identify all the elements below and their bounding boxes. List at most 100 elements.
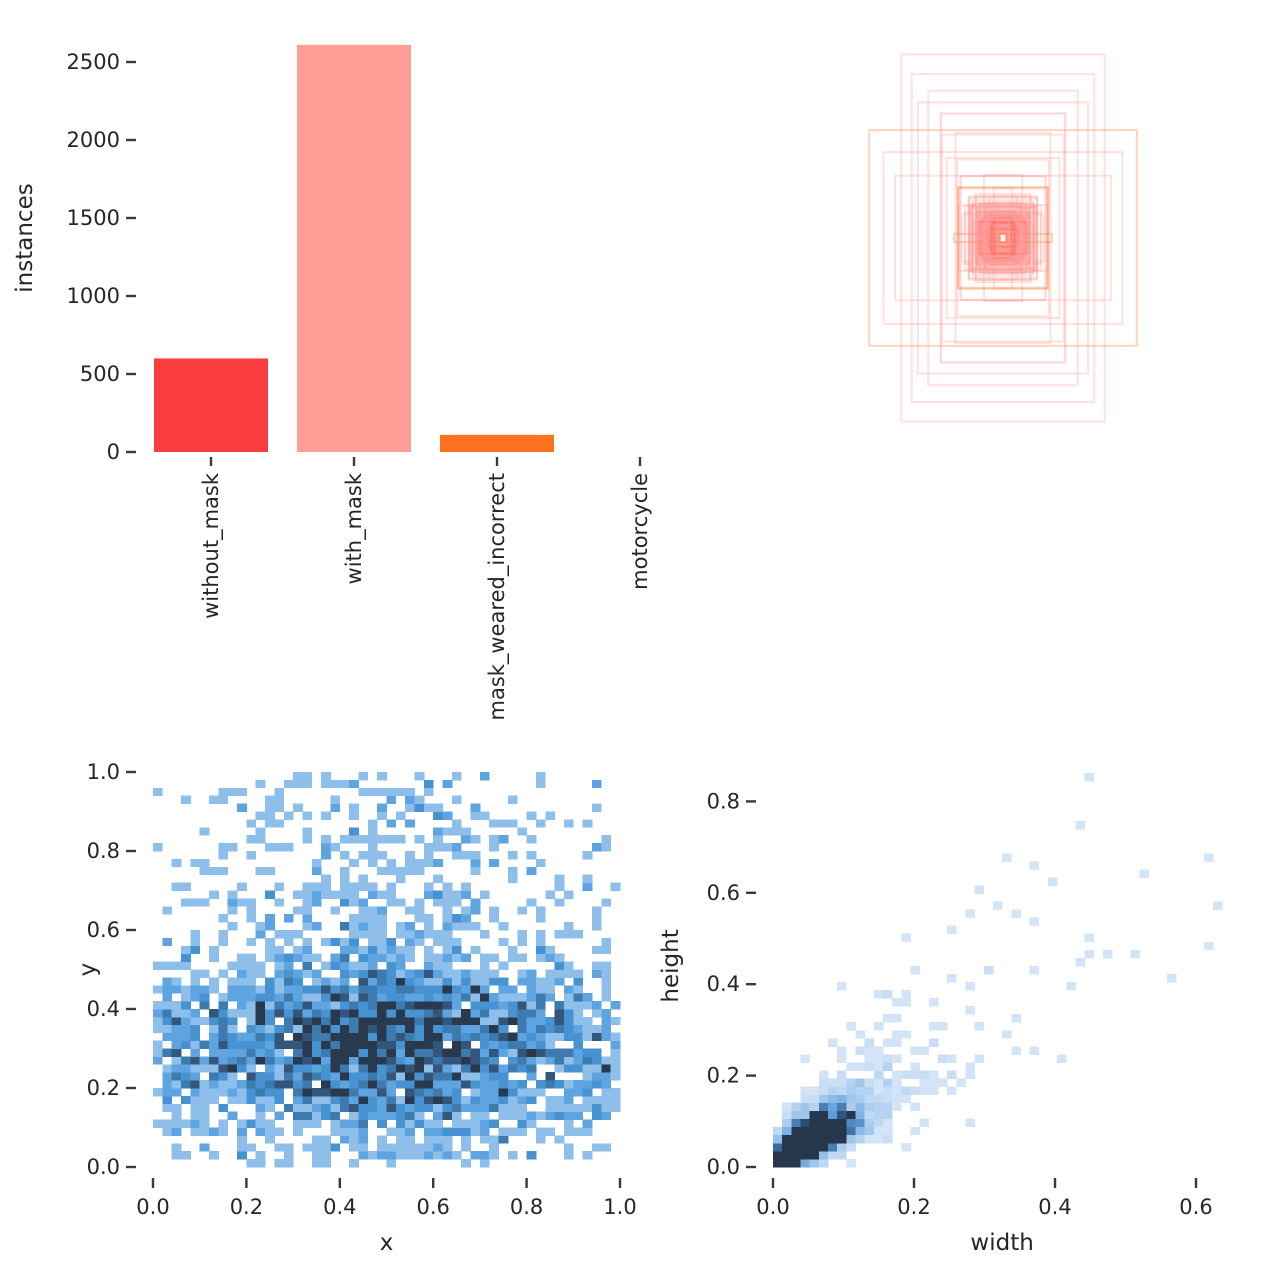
bounding-box [976,210,1030,266]
xy-heatmap-y-axis: 0.0 0.2 0.4 0.6 0.8 1.0 [87,760,136,1179]
bounding-box [994,232,1012,244]
bounding-box [994,222,1012,254]
xy-heatmap-x-axis-title: x [380,1230,394,1256]
bounding-box [967,204,1039,272]
y-tick-label: 0.8 [87,839,120,863]
bounding-box [997,229,1009,247]
bounding-box [910,73,1096,403]
bounding-box [975,222,1031,254]
y-tick-label: 0.0 [707,1155,740,1179]
y-tick-label: 500 [80,362,120,386]
bounding-box [971,199,1035,277]
bounding-box [982,173,1024,303]
bounding-box [974,214,1032,262]
y-tick-label: 0.8 [707,789,740,813]
y-tick-label: 1000 [67,284,120,308]
bounding-box [978,217,1028,259]
bounding-box [994,229,1012,247]
bounding-box [975,211,1031,265]
bounding-box [916,101,1090,375]
bounding-box [995,213,1011,263]
bounding-box [979,219,1027,257]
x-tick-label: 0.4 [1038,1195,1071,1219]
y-tick-label: 0.2 [87,1076,120,1100]
bounding-box [980,221,1026,255]
bounding-box [995,228,1011,248]
x-tick-label: 1.0 [603,1195,636,1219]
x-tick-label: 0.0 [136,1195,169,1219]
x-tick-label: 0.2 [897,1195,930,1219]
bounding-box [998,230,1008,246]
bounding-box [995,222,1011,254]
bounding-box [939,112,1067,364]
bounding-box [975,206,1031,270]
bounding-box [956,186,1050,290]
bounding-box [997,229,1009,247]
y-tick-label: 0.2 [707,1064,740,1088]
bounding-box [964,211,1042,265]
bounding-box [998,232,1008,244]
bounding-box [997,232,1009,244]
bounding-box [977,209,1029,267]
bounding-box [989,222,1017,254]
bounding-box [996,232,1010,244]
bounding-box [989,216,1017,260]
wh-heatmap-x-axis: 0.0 0.2 0.4 0.6 [756,1178,1213,1219]
xy-heatmap-y-axis-title: y [75,963,101,977]
bounding-box [973,221,1033,255]
bounding-box [988,227,1018,249]
bounding-box [987,228,1019,248]
wh-heatmap-panel: 0.0 0.2 0.4 0.6 width 0.0 0.2 0.4 0.6 0.8 height [658,772,1223,1256]
x-tick-label-without_mask: without_mask [199,472,224,619]
x-tick-label: 0.2 [230,1195,263,1219]
y-tick-label: 1.0 [87,760,120,784]
bounding-box [986,212,1020,264]
bounding-box [985,229,1021,247]
bounding-box [985,224,1021,252]
bounding-box [993,217,1013,259]
bounding-box [894,174,1112,302]
bounding-box [997,229,1009,247]
bounding-box [992,227,1014,249]
wh-heatmap-cells [773,772,1223,1168]
x-tick-label: 0.6 [416,1195,449,1219]
bounding-box [986,212,1020,264]
bounding-box [971,216,1035,260]
bounding-box [987,215,1019,261]
bounding-box [975,225,1031,251]
bounding-box [997,228,1009,248]
bounding-box [978,224,1028,252]
bounding-box [996,229,1010,247]
bounding-box [882,151,1124,325]
bounding-box [941,133,1065,343]
bounding-box [976,211,1030,265]
bounding-box [976,207,1030,269]
bar-chart-x-axis: without_mask with_mask mask_weared_incorre… [199,457,652,721]
bounding-box [974,192,1032,284]
bounding-box [990,225,1016,251]
bounding-box [981,222,1025,254]
bounding-box [978,220,1028,256]
bounding-box [993,226,1013,250]
bounding-box [996,227,1010,249]
bounding-box [998,222,1008,254]
bounding-box [991,219,1015,257]
bounding-box [998,229,1008,247]
bounding-box [998,229,1008,247]
bounding-box [997,226,1009,250]
x-tick-label-with_mask: with_mask [342,472,367,584]
wh-heatmap-x-axis-title: width [970,1230,1033,1256]
bounding-box [997,229,1009,247]
x-tick-label: 0.6 [1179,1195,1212,1219]
bounding-box [957,204,1049,272]
bounding-box [980,217,1026,259]
bounding-box [991,221,1015,255]
bounding-box [992,222,1014,254]
bar-chart-y-axis: 0 500 1000 1500 2000 2500 [67,50,136,464]
y-tick-label: 0.4 [87,997,120,1021]
bounding-box [982,216,1024,260]
bounding-box [989,232,1017,244]
bounding-box [988,222,1018,254]
